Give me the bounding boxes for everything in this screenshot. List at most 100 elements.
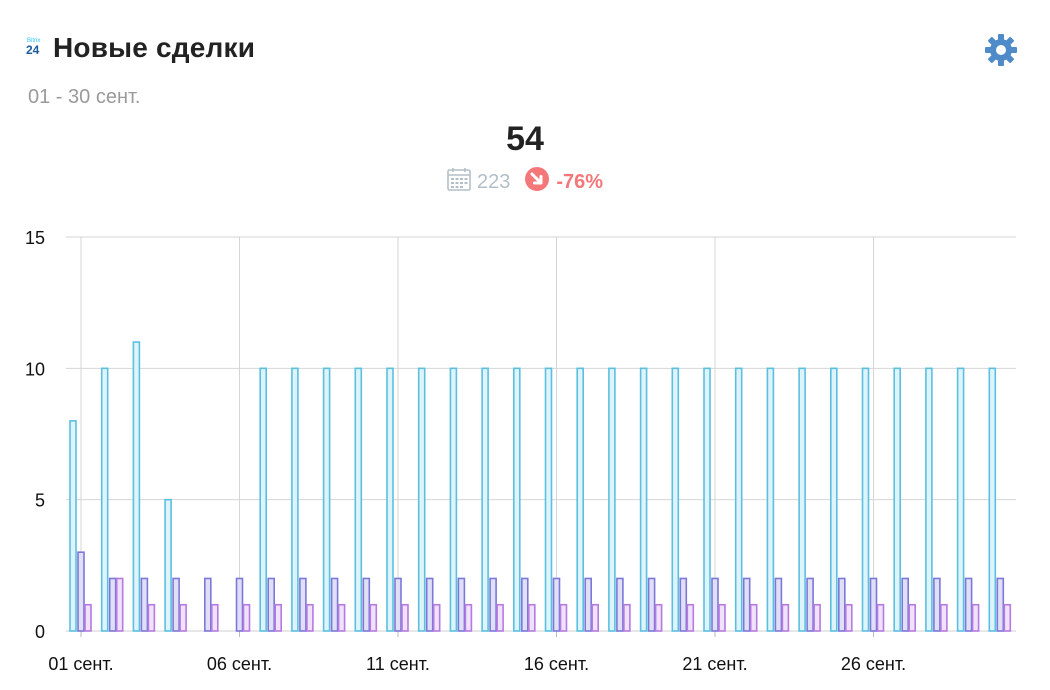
bar-series-2 (235, 577, 244, 632)
bar-series-3 (654, 603, 663, 632)
bar-series-2 (711, 577, 719, 632)
bar-series-3 (115, 577, 124, 632)
bar-series-1 (861, 367, 870, 632)
bar-series-2 (77, 551, 85, 632)
bar-series-3 (147, 603, 156, 632)
period-label: 01 - 30 сент. (28, 86, 141, 108)
bar-series-1 (766, 367, 775, 632)
bar-series-3 (211, 603, 219, 632)
bar-series-2 (108, 577, 117, 632)
bar-series-2 (552, 577, 561, 632)
bar-series-2 (362, 577, 371, 632)
bar-series-1 (417, 367, 426, 632)
bar-series-3 (559, 603, 568, 632)
bar-series-1 (481, 367, 489, 632)
bar-series-2 (837, 577, 846, 632)
bar-series-2 (964, 577, 973, 632)
bar-series-2 (330, 577, 339, 632)
bar-series-2 (140, 577, 149, 632)
bar-series-2 (267, 577, 276, 632)
bar-series-1 (386, 367, 394, 632)
bar-series-2 (901, 577, 910, 632)
bar-series-2 (584, 577, 593, 632)
bar-series-1 (893, 367, 902, 632)
x-tick-label: 16 сент. (524, 654, 589, 674)
logo-bottom-text: 24 (26, 43, 40, 57)
bar-series-3 (940, 603, 948, 632)
bar-series-2 (647, 577, 656, 632)
bar-series-1 (734, 367, 743, 632)
arrow-down-circle-icon (524, 166, 550, 198)
bar-series-2 (869, 577, 878, 632)
change-percent: -76% (556, 170, 604, 193)
bar-series-3 (401, 603, 409, 632)
bar-series-2 (774, 577, 783, 632)
x-tick-label: 06 сент. (207, 654, 272, 674)
bar-series-1 (798, 367, 806, 632)
bitrix24-logo: Bitrix 24 (26, 37, 48, 59)
bar-series-3 (527, 603, 536, 632)
x-tick-label: 21 сент. (682, 654, 747, 674)
bar-series-2 (425, 577, 434, 632)
bar-series-3 (876, 603, 885, 632)
bar-series-1 (354, 367, 363, 632)
bar-series-1 (988, 367, 997, 632)
bar-series-3 (813, 603, 821, 632)
bar-series-1 (925, 367, 933, 632)
bar-series-2 (933, 577, 941, 632)
bar-series-1 (671, 367, 680, 632)
bar-series-3 (179, 603, 187, 632)
bar-series-2 (299, 577, 307, 632)
y-tick-label: 0 (35, 622, 45, 642)
bar-series-2 (204, 577, 212, 632)
bar-series-1 (544, 367, 553, 632)
bar-series-2 (679, 577, 688, 632)
bar-series-3 (971, 603, 980, 632)
bar-series-2 (742, 577, 751, 632)
bar-series-3 (369, 603, 378, 632)
bar-series-2 (996, 577, 1005, 632)
y-tick-label: 10 (25, 359, 45, 379)
bar-series-2 (394, 577, 402, 632)
comparison-row: 223 -76% (0, 166, 1050, 198)
bar-series-3 (337, 603, 346, 632)
y-tick-label: 15 (25, 228, 45, 248)
bar-series-2 (457, 577, 466, 632)
bar-series-3 (274, 603, 283, 632)
bar-series-2 (806, 577, 814, 632)
bar-series-1 (449, 367, 458, 632)
bar-series-1 (829, 367, 838, 632)
x-tick-label: 01 сент. (48, 654, 113, 674)
bar-series-2 (520, 577, 529, 632)
bar-series-3 (464, 603, 473, 632)
bar-series-3 (908, 603, 917, 632)
y-tick-label: 5 (35, 491, 45, 511)
calendar-icon (447, 167, 471, 197)
bar-series-3 (623, 603, 631, 632)
previous-period-value: 223 (476, 170, 511, 193)
bar-series-1 (69, 420, 77, 632)
bar-series-3 (1003, 603, 1012, 632)
x-tick-label: 26 сент. (841, 654, 906, 674)
bar-series-1 (608, 367, 616, 632)
bar-series-1 (259, 367, 268, 632)
bar-series-3 (718, 603, 726, 632)
bar-series-3 (84, 603, 92, 632)
gear-icon[interactable] (983, 32, 1019, 68)
bar-series-3 (306, 603, 314, 632)
bar-series-1 (132, 341, 141, 632)
bar-series-1 (291, 367, 299, 632)
bar-series-1 (576, 367, 585, 632)
logo-top-text: Bitrix (27, 38, 41, 44)
bar-series-3 (591, 603, 600, 632)
bar-series-3 (686, 603, 695, 632)
widget-header: Bitrix 24 Новые сделки (26, 28, 255, 68)
bar-series-3 (432, 603, 441, 632)
bar-series-3 (781, 603, 790, 632)
bar-series-3 (242, 603, 251, 632)
bar-series-1 (956, 367, 965, 632)
widget-title: Новые сделки (53, 32, 256, 63)
bar-series-1 (512, 367, 521, 632)
bar-series-2 (616, 577, 624, 632)
